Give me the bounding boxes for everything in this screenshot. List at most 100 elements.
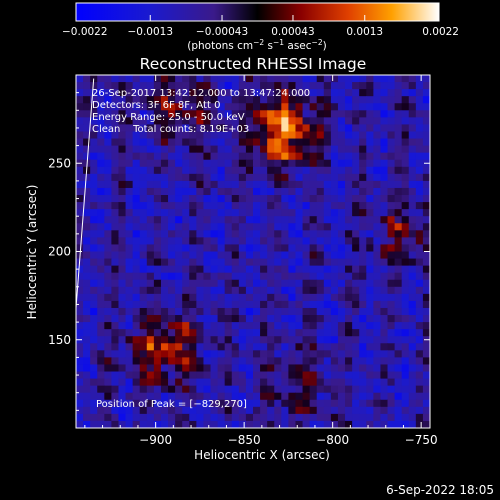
heatmap-cell	[153, 180, 162, 189]
heatmap-cell	[224, 223, 233, 231]
heatmap-cell	[309, 237, 318, 245]
heatmap-cell	[408, 202, 417, 210]
heatmap-cell	[295, 265, 304, 274]
heatmap-cell	[245, 286, 254, 295]
heatmap-cell	[253, 371, 261, 380]
heatmap-cell	[316, 75, 325, 83]
heatmap-cell	[408, 152, 417, 161]
heatmap-cell	[139, 216, 148, 224]
heatmap-cell	[182, 251, 190, 260]
heatmap-cell	[352, 371, 360, 380]
heatmap-cell	[196, 279, 204, 288]
heatmap-cell	[253, 406, 261, 415]
heatmap-cell	[118, 82, 127, 90]
heatmap-cell	[366, 187, 374, 196]
heatmap-cell	[217, 336, 226, 344]
heatmap-cell	[83, 216, 91, 224]
heatmap-cell	[175, 286, 183, 295]
heatmap-cell	[309, 138, 318, 147]
heatmap-cell	[394, 336, 403, 344]
heatmap-cell	[83, 96, 91, 104]
heatmap-cell	[175, 75, 183, 83]
heatmap-cell	[203, 117, 212, 125]
heatmap-cell	[153, 350, 162, 358]
heatmap-cell	[146, 420, 155, 428]
heatmap-cell	[76, 166, 84, 175]
heatmap-cell	[238, 230, 247, 238]
heatmap-cell	[394, 265, 403, 274]
heatmap-cell	[168, 244, 176, 252]
heatmap-cell	[345, 399, 353, 408]
heatmap-cell	[175, 258, 183, 267]
heatmap-cell	[281, 371, 289, 380]
heatmap-cell	[146, 300, 155, 309]
heatmap-cell	[387, 187, 396, 196]
heatmap-cell	[182, 216, 190, 224]
heatmap-cell	[132, 103, 141, 111]
heatmap-cell	[309, 117, 318, 125]
heatmap-cell	[104, 272, 112, 281]
heatmap-cell	[118, 307, 127, 316]
heatmap-cell	[210, 82, 219, 90]
heatmap-cell	[288, 187, 296, 196]
heatmap-cell	[146, 364, 155, 373]
heatmap-cell	[217, 152, 226, 161]
heatmap-cell	[153, 195, 162, 203]
heatmap-cell	[415, 75, 424, 83]
heatmap-cell	[267, 244, 275, 252]
heatmap-cell	[267, 159, 275, 168]
heatmap-cell	[125, 258, 134, 267]
heatmap-cell	[125, 244, 134, 252]
heatmap-cell	[422, 420, 430, 428]
heatmap-cell	[196, 237, 204, 245]
heatmap-cell	[132, 364, 141, 373]
heatmap-cell	[387, 364, 396, 373]
heatmap-cell	[245, 258, 254, 267]
heatmap-cell	[146, 138, 155, 147]
heatmap-cell	[394, 413, 403, 422]
heatmap-cell	[337, 329, 346, 337]
heatmap-cell	[380, 244, 389, 252]
heatmap-cell	[302, 286, 311, 295]
heatmap-cell	[253, 216, 261, 224]
heatmap-cell	[422, 209, 430, 217]
heatmap-cell	[422, 399, 430, 408]
heatmap-cell	[245, 315, 254, 323]
heatmap-cell	[118, 180, 127, 189]
heatmap-cell	[168, 399, 176, 408]
heatmap-cell	[408, 322, 417, 330]
heatmap-cell	[366, 336, 374, 344]
heatmap-cell	[295, 202, 304, 210]
heatmap-cell	[302, 75, 311, 83]
heatmap-cell	[415, 357, 424, 365]
heatmap-cell	[125, 145, 134, 154]
heatmap-cell	[118, 322, 127, 330]
heatmap-cell	[422, 138, 430, 147]
heatmap-cell	[125, 202, 134, 210]
heatmap-cell	[76, 209, 84, 217]
heatmap-cell	[366, 202, 374, 210]
heatmap-cell	[288, 385, 296, 394]
heatmap-cell	[281, 138, 289, 147]
heatmap-cell	[422, 180, 430, 189]
heatmap-cell	[132, 145, 141, 154]
heatmap-cell	[175, 329, 183, 337]
heatmap-cell	[160, 202, 169, 210]
heatmap-cell	[189, 89, 197, 97]
heatmap-cell	[189, 237, 197, 245]
peak-position-label: Position of Peak = [−829,270]	[96, 399, 247, 410]
heatmap-cell	[146, 237, 155, 245]
heatmap-cell	[90, 307, 98, 316]
heatmap-cell	[146, 89, 155, 97]
heatmap-cell	[97, 159, 105, 168]
heatmap-cell	[281, 187, 289, 196]
heatmap-cell	[146, 286, 155, 295]
heatmap-cell	[394, 223, 403, 231]
heatmap-cell	[182, 152, 190, 161]
heatmap-cell	[196, 223, 204, 231]
heatmap-cell	[309, 173, 318, 182]
heatmap-cell	[182, 329, 190, 337]
heatmap-cell	[132, 307, 141, 316]
heatmap-cell	[90, 336, 98, 344]
heatmap-cell	[415, 110, 424, 118]
